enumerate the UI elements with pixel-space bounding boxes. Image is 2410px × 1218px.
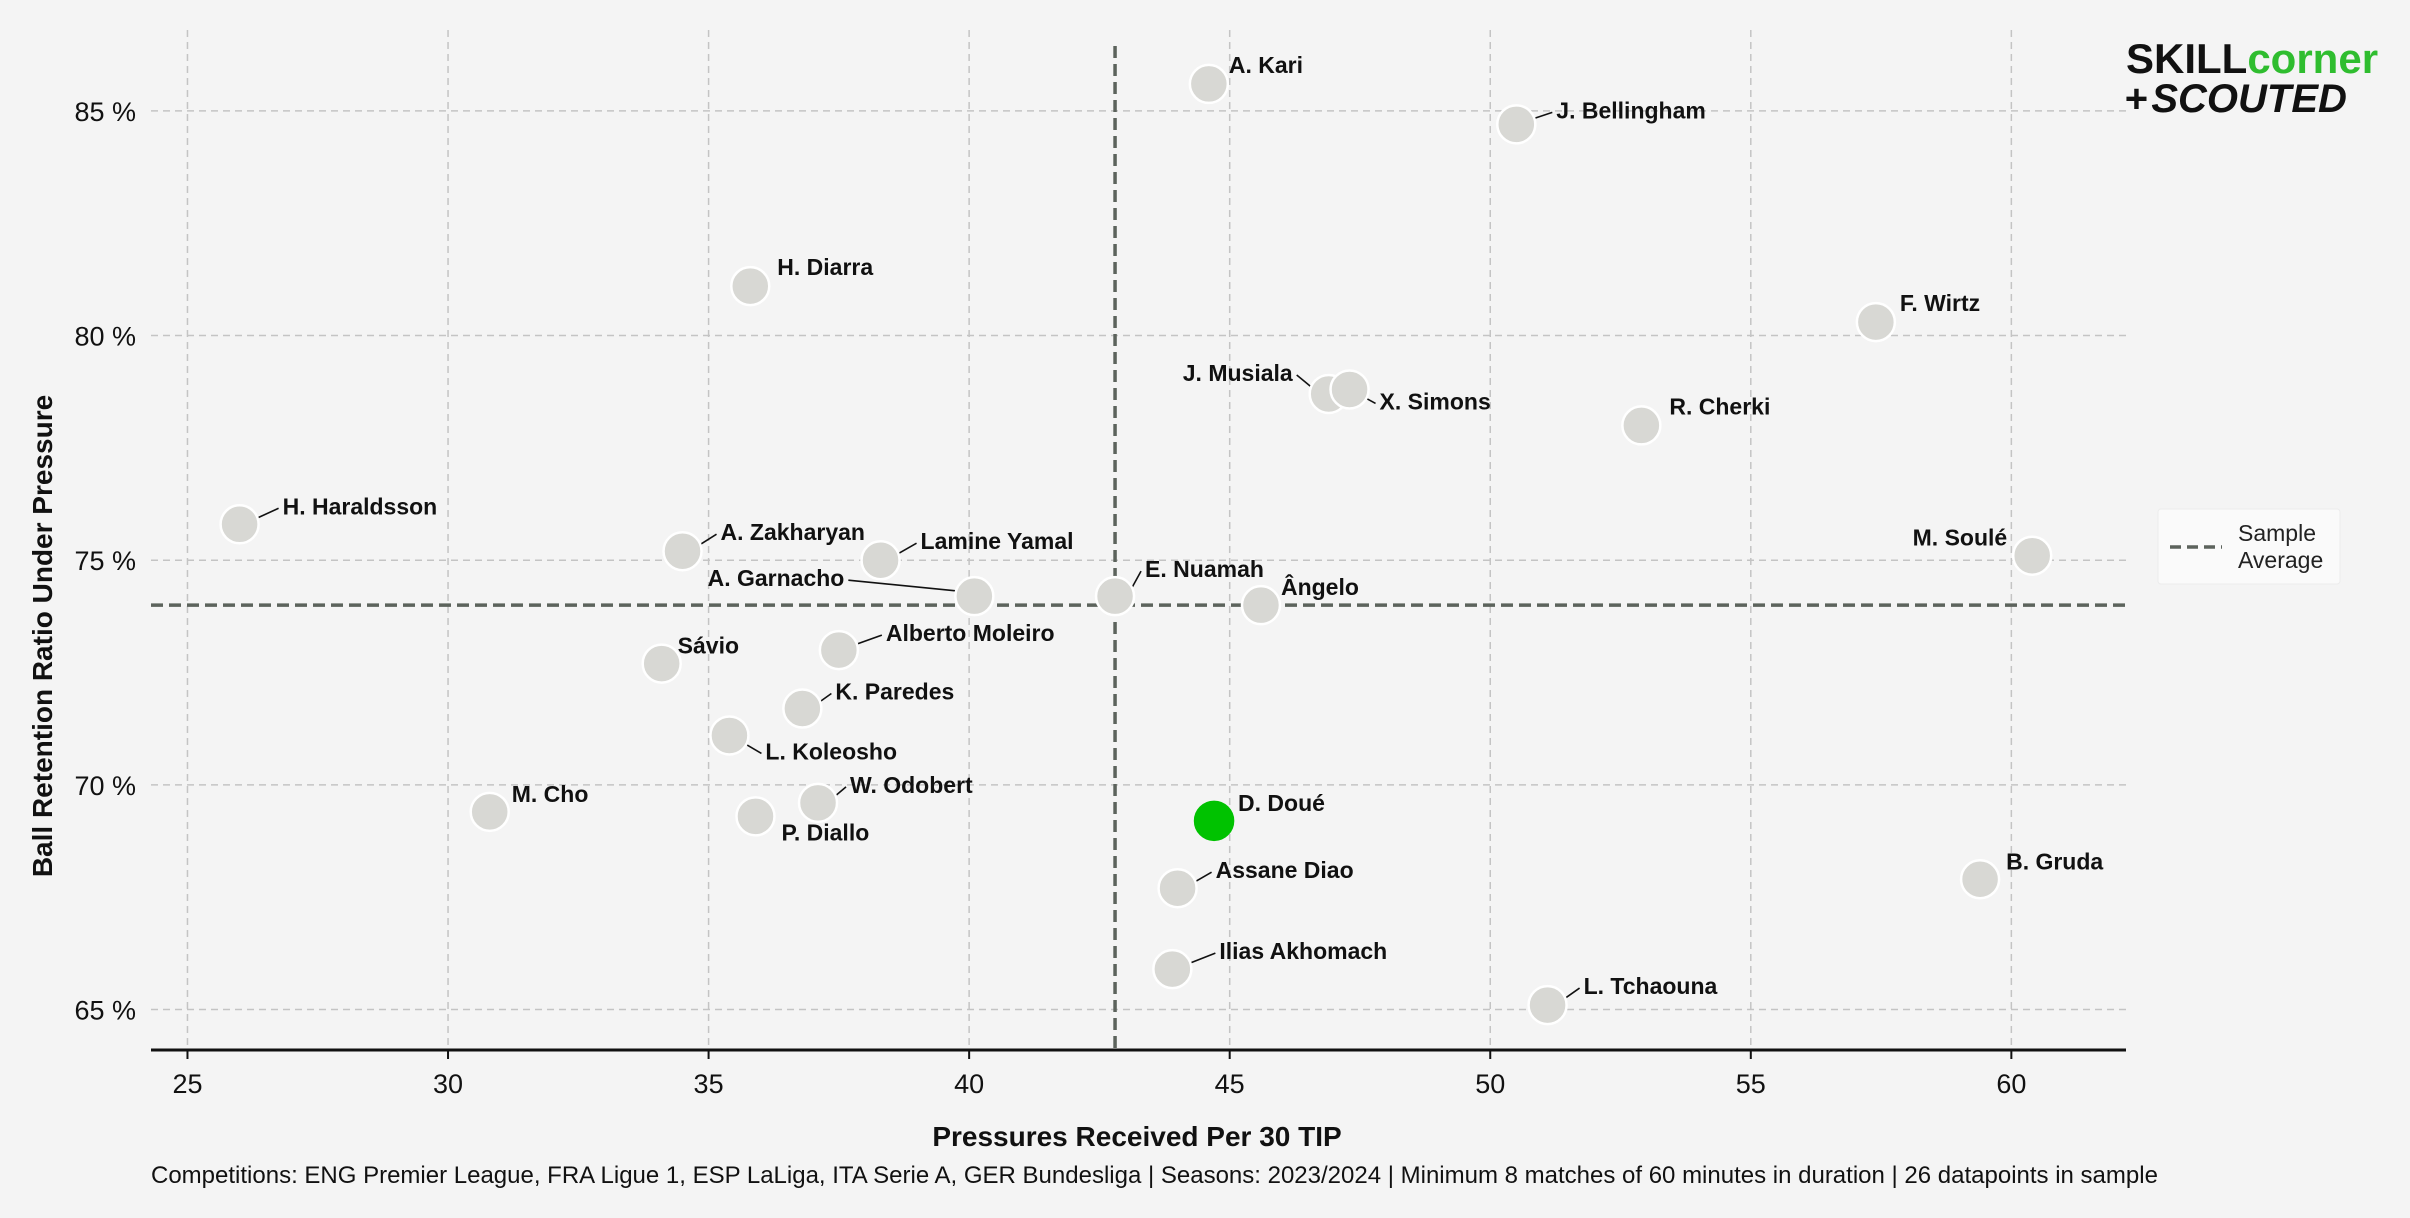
x-tick-label: 55 — [1736, 1069, 1766, 1099]
point-label: Alberto Moleiro — [886, 620, 1055, 646]
point-label: M. Soulé — [1913, 525, 2008, 551]
data-point — [1152, 948, 1193, 990]
data-point — [954, 575, 995, 617]
data-point — [797, 782, 839, 824]
data-point — [641, 643, 682, 684]
point-label: Lamine Yamal — [921, 528, 1074, 554]
y-tick-label: 70 % — [74, 771, 136, 801]
point-label: L. Koleosho — [765, 738, 897, 764]
point-label: D. Doué — [1238, 790, 1325, 816]
legend-label: Sample Average — [2238, 520, 2323, 573]
point-labels: A. Kari J. Bellingham H. Diarra F. Wirtz J. … — [283, 52, 2104, 999]
point-label: H. Haraldsson — [283, 493, 438, 519]
point-label: X. Simons — [1380, 388, 1491, 414]
data-point — [1157, 867, 1198, 909]
data-point — [818, 629, 860, 671]
data-point — [1496, 104, 1537, 145]
point-label: W. Odobert — [850, 772, 973, 798]
data-point — [782, 688, 823, 729]
point-label: A. Kari — [1229, 52, 1303, 78]
logo-skillcorner: SKILLcorner — [2126, 35, 2378, 82]
point-label: B. Gruda — [2006, 848, 2103, 874]
label-leaders — [254, 111, 1581, 1001]
y-axis-title: Ball Retention Ratio Under Pressure — [27, 395, 58, 877]
data-point — [662, 530, 703, 572]
y-tick-label: 80 % — [74, 322, 136, 352]
label-leader-line — [853, 634, 883, 646]
x-tick-label: 30 — [433, 1069, 463, 1099]
data-point — [469, 791, 510, 833]
x-axis-title: Pressures Received Per 30 TIP — [932, 1121, 1341, 1152]
x-tick-label: 40 — [954, 1069, 984, 1099]
y-tick-label: 85 % — [74, 97, 136, 127]
axes: 25 30 35 40 45 50 55 60 65 % 70 % 75 % 80 % 85 % — [74, 97, 2126, 1099]
data-point — [860, 539, 901, 581]
x-tick-label: 25 — [172, 1069, 202, 1099]
legend: Sample Average — [2157, 508, 2341, 585]
data-point — [2011, 535, 2053, 576]
point-label: Assane Diao — [1216, 857, 1354, 883]
data-point — [730, 265, 771, 307]
grid-layer — [151, 30, 2126, 1050]
point-label: A. Zakharyan — [721, 519, 865, 545]
logo: SKILLcorner + SCOUTED — [2124, 35, 2378, 121]
data-point — [1527, 984, 1568, 1026]
point-label: K. Paredes — [835, 679, 954, 705]
point-label: P. Diallo — [781, 819, 869, 845]
x-tick-label: 50 — [1475, 1069, 1505, 1099]
points — [219, 63, 2053, 1026]
point-label: R. Cherki — [1669, 393, 1770, 419]
point-label: F. Wirtz — [1900, 290, 1980, 316]
point-label: J. Bellingham — [1556, 97, 1706, 123]
label-leader-line — [848, 579, 960, 592]
logo-scouted: + SCOUTED — [2124, 77, 2347, 121]
point-label: L. Tchaouna — [1584, 973, 1718, 999]
label-leader-line — [744, 742, 762, 755]
point-label: Ilias Akhomach — [1219, 938, 1387, 964]
y-tick-label: 65 % — [74, 996, 136, 1026]
average-lines — [151, 46, 2126, 1050]
data-point — [1094, 575, 1136, 617]
point-label: Sávio — [678, 633, 739, 659]
point-label: E. Nuamah — [1145, 556, 1264, 582]
data-point — [1959, 859, 2001, 900]
point-label: H. Diarra — [777, 254, 873, 280]
x-tick-label: 60 — [1996, 1069, 2026, 1099]
data-point — [1240, 584, 1282, 626]
data-point — [1188, 63, 1230, 105]
data-point — [709, 715, 750, 756]
point-label: Ângelo — [1281, 573, 1359, 600]
point-label: A. Garnacho — [708, 565, 845, 591]
data-point — [1329, 369, 1370, 410]
legend-box — [2157, 508, 2341, 585]
y-tick-label: 75 % — [74, 546, 136, 576]
footnote: Competitions: ENG Premier League, FRA Li… — [151, 1162, 2158, 1189]
label-leader-line — [1187, 952, 1216, 965]
point-label: J. Musiala — [1183, 360, 1293, 386]
data-point — [1855, 301, 1897, 343]
point-label: M. Cho — [512, 781, 589, 807]
data-point — [735, 796, 776, 837]
x-tick-label: 35 — [694, 1069, 724, 1099]
highlight-point — [1193, 800, 1235, 842]
data-point — [219, 504, 260, 545]
x-tick-label: 45 — [1215, 1069, 1245, 1099]
data-point — [1621, 405, 1662, 446]
